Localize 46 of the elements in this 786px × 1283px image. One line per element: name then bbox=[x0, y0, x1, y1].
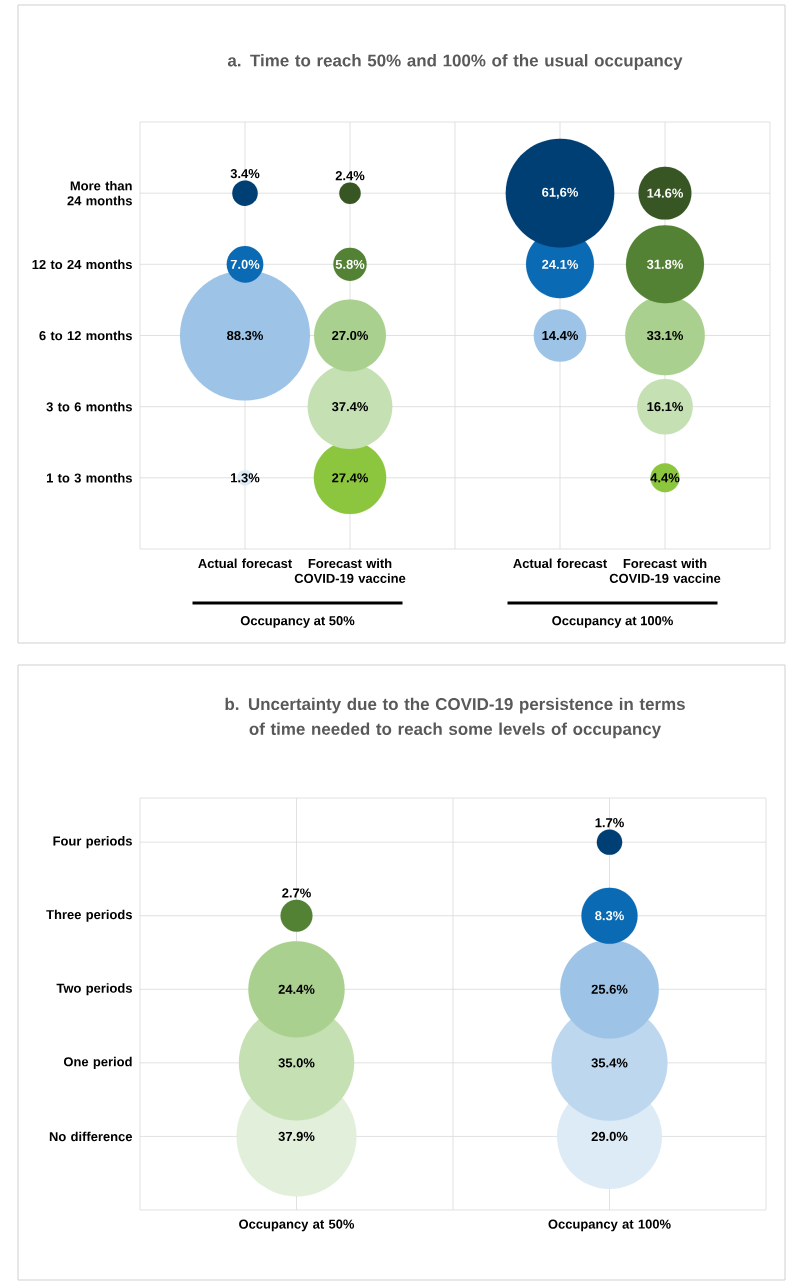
category-label: Forecast with COVID-19 vaccine bbox=[294, 558, 406, 583]
data-label: 1.7% bbox=[595, 818, 624, 828]
data-label: 24.4% bbox=[278, 984, 315, 994]
data-label: 27.0% bbox=[332, 330, 369, 341]
text: Occupancy at 50% bbox=[240, 616, 355, 628]
category-label: Actual forecast bbox=[198, 558, 292, 569]
category-label: One period bbox=[63, 1056, 132, 1069]
category-label: Occupancy at 100% bbox=[548, 1219, 671, 1232]
data-label: 7.0% bbox=[230, 259, 260, 269]
data-label: 27.4% bbox=[332, 473, 369, 483]
category-label: Occupancy at 50% bbox=[239, 1219, 355, 1232]
data-label: 31.8% bbox=[646, 259, 684, 269]
data-label: 8.3% bbox=[595, 911, 624, 921]
text: a. Time to reach 50% and 100% of the usual occupancy bbox=[227, 54, 683, 70]
data-label: 2.4% bbox=[335, 171, 365, 181]
data-label: 35.4% bbox=[591, 1058, 628, 1068]
category-label: Two periods bbox=[56, 983, 132, 996]
text: Occupancy at 100% bbox=[552, 616, 673, 628]
data-label: 16.1% bbox=[647, 402, 684, 412]
category-label: Three periods bbox=[46, 909, 132, 922]
category-label: 3 to 6 months bbox=[46, 401, 132, 412]
data-label: 5.8% bbox=[335, 259, 365, 269]
category-label: Forecast with COVID-19 vaccine bbox=[609, 558, 721, 583]
category-label: 12 to 24 months bbox=[32, 259, 132, 270]
data-label: 4.4% bbox=[650, 473, 680, 483]
data-label: 25.6% bbox=[591, 984, 628, 994]
category-label: Actual forecast bbox=[513, 558, 607, 569]
category-label: More than 24 months bbox=[67, 180, 132, 206]
data-label: 61,6% bbox=[542, 187, 579, 199]
category-label: 1 to 3 months bbox=[46, 473, 132, 483]
category-label: 6 to 12 months bbox=[39, 330, 132, 341]
data-label: 1.3% bbox=[231, 473, 260, 483]
data-label: 33.1% bbox=[646, 330, 684, 341]
data-label: 29.0% bbox=[591, 1131, 628, 1142]
category-label: No difference bbox=[49, 1131, 133, 1142]
data-label: 14.6% bbox=[647, 188, 684, 198]
data-label: 88.3% bbox=[227, 330, 264, 341]
data-label: 3.4% bbox=[230, 169, 260, 179]
data-label: 2.7% bbox=[282, 888, 311, 898]
data-label: 37.4% bbox=[331, 402, 369, 412]
data-label: 35.0% bbox=[278, 1058, 315, 1068]
data-label: 24.1% bbox=[542, 259, 579, 269]
data-label: 14.4% bbox=[542, 330, 579, 341]
text: b. Uncertainty due to the COVID-19 persistence in terms of time needed to reach some levels of occupancy bbox=[225, 697, 685, 739]
data-label: 37.9% bbox=[278, 1131, 315, 1142]
category-label: Four periods bbox=[53, 836, 132, 849]
